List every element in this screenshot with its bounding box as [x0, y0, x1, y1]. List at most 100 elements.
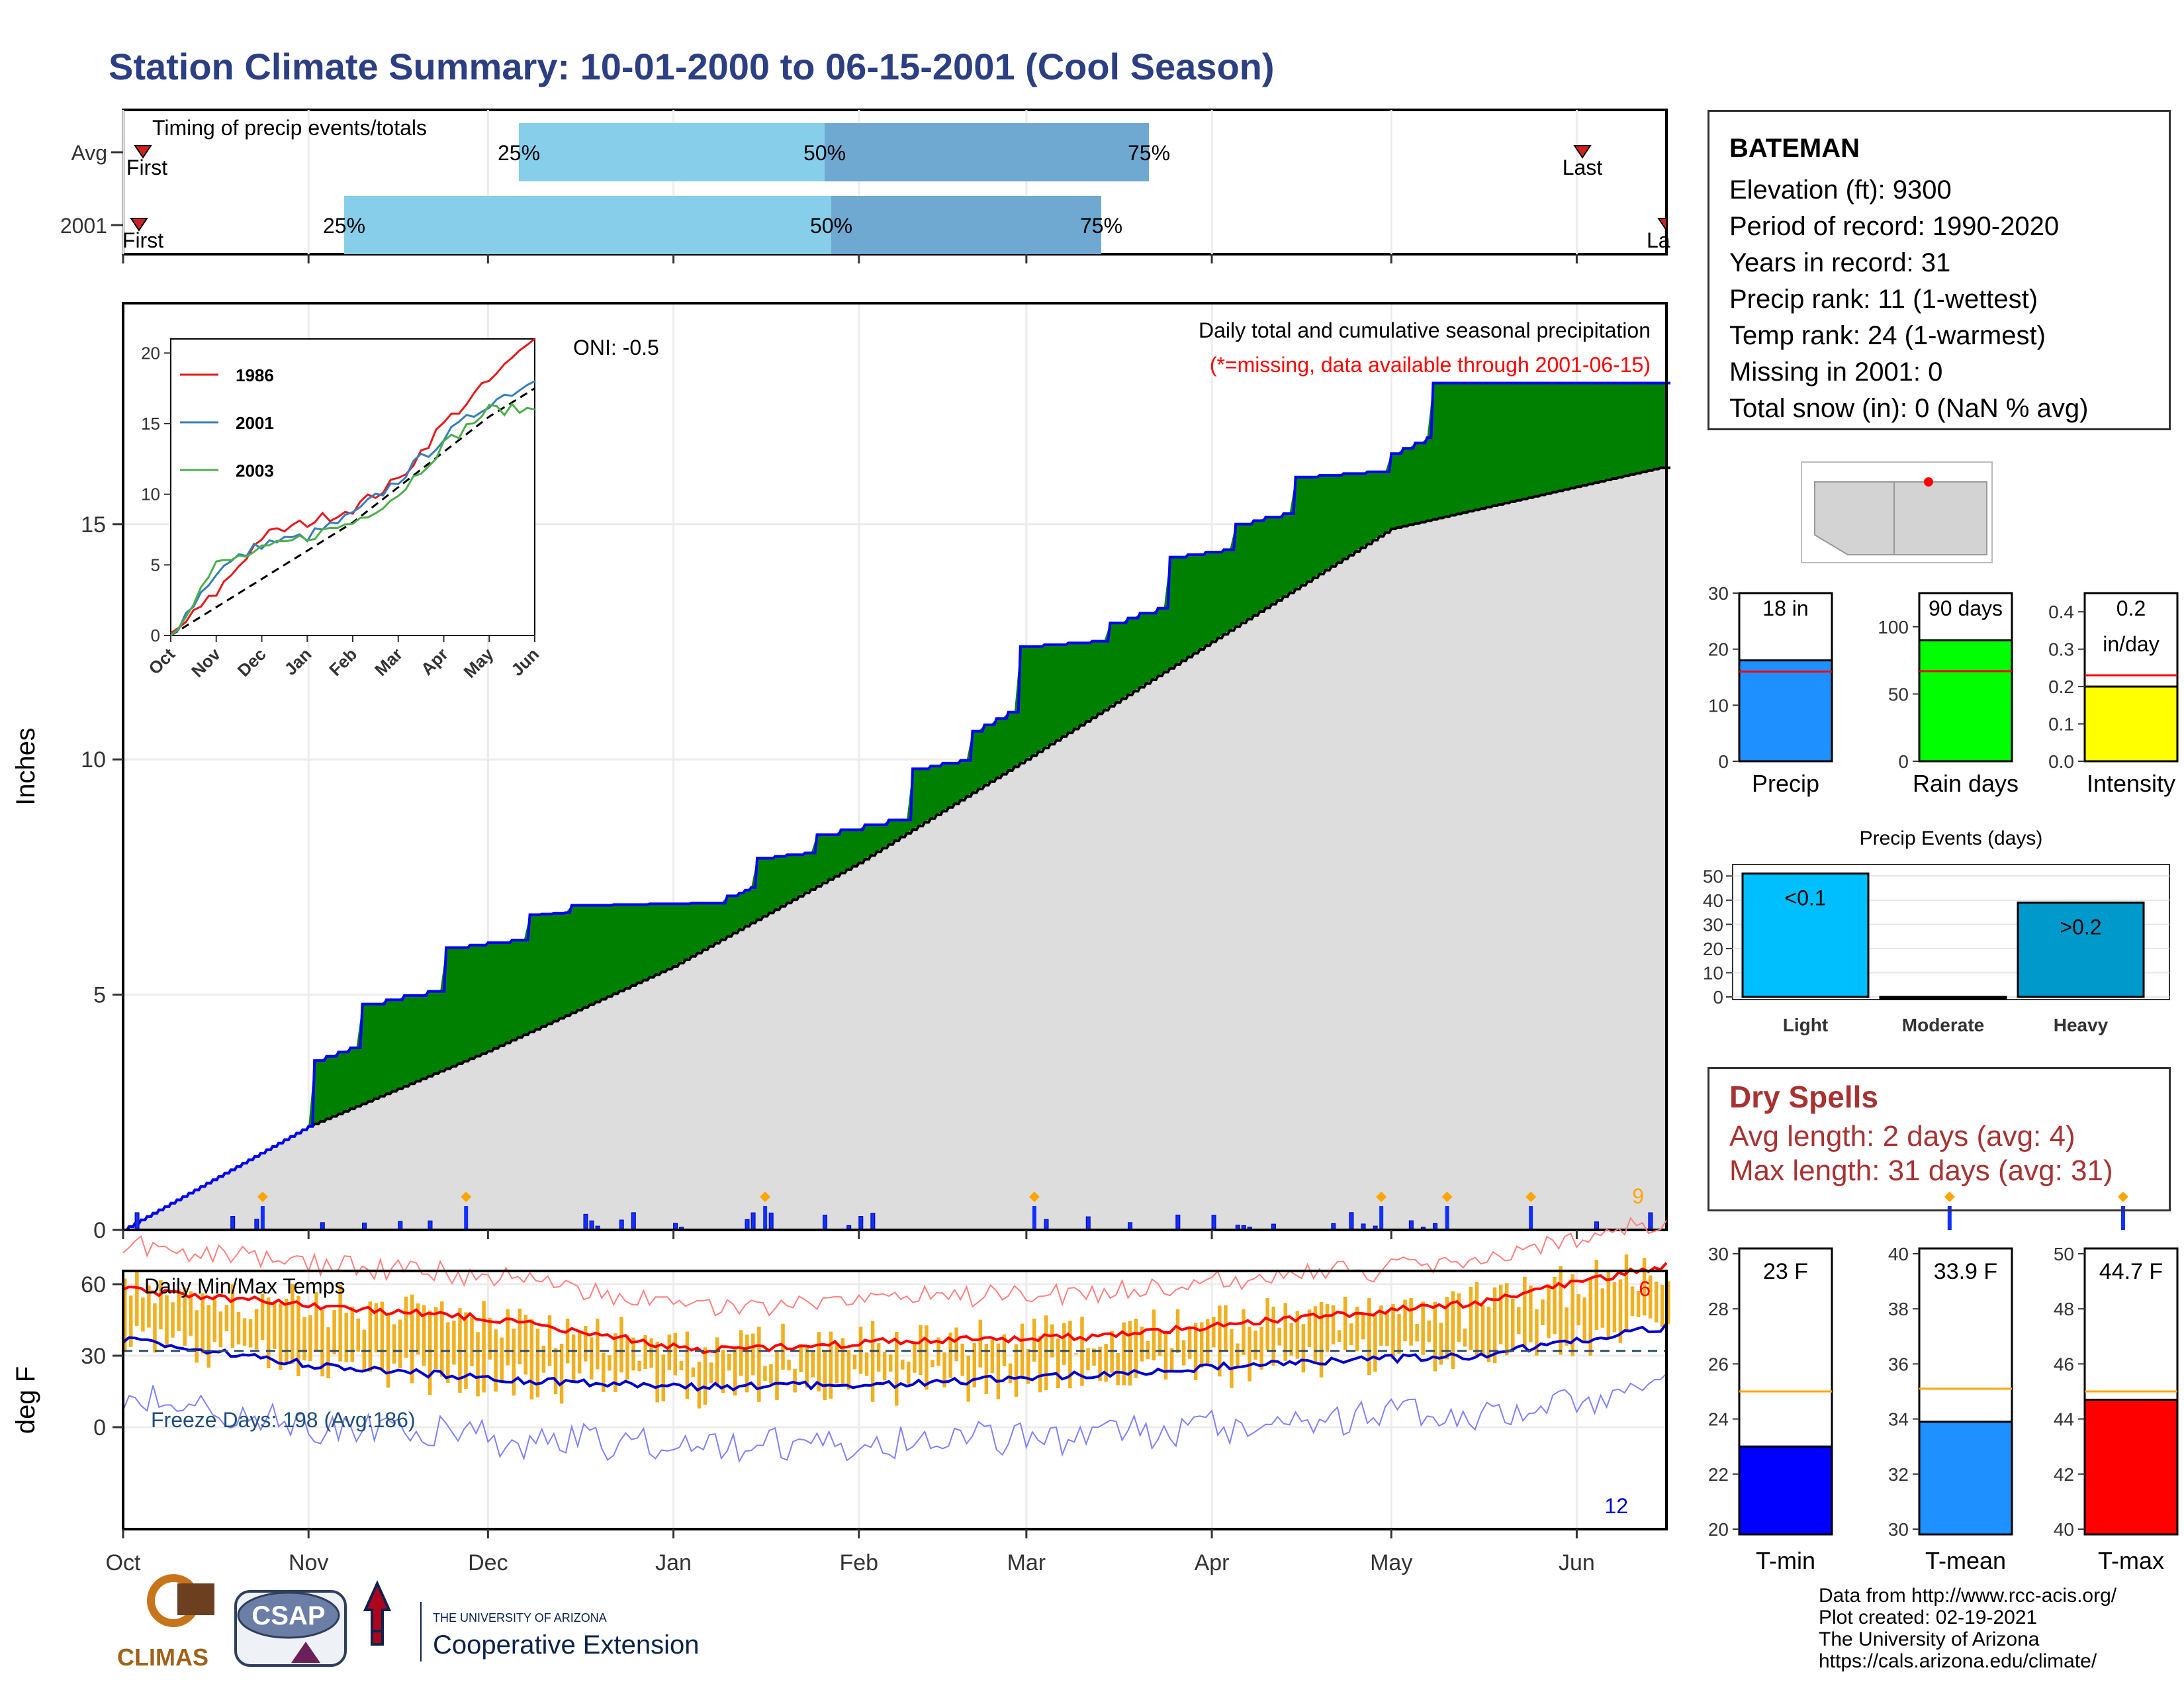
daily-temp-bar [1565, 1307, 1569, 1346]
daily-temp-bar [1648, 1275, 1653, 1319]
station-years: Years in record: 31 [1729, 248, 1951, 277]
daily-temp-bar [1391, 1303, 1395, 1359]
temp-corner-top: 6 [1639, 1277, 1651, 1301]
temp-bar-tick-label: 34 [1888, 1409, 1909, 1430]
precip-y-tick-label: 10 [81, 747, 106, 773]
month-x-tick-label: Nov [289, 1550, 328, 1575]
daily-temp-bar [1169, 1348, 1174, 1372]
station-missing: Missing in 2001: 0 [1729, 357, 1943, 387]
daily-temp-bar [541, 1345, 546, 1373]
daily-precip-bar [2120, 1206, 2125, 1230]
daily-temp-bar [1654, 1282, 1659, 1323]
timing-row-label: 2001 [60, 214, 107, 238]
daily-temp-bar [1486, 1306, 1491, 1362]
daily-temp-bar [901, 1359, 905, 1370]
daily-temp-bar [1158, 1330, 1162, 1356]
daily-temp-bar [1600, 1288, 1605, 1328]
university-of-arizona-a-icon [363, 1580, 392, 1646]
timing-bar-q50-q75 [825, 123, 1149, 181]
daily-temp-bar [183, 1288, 187, 1346]
daily-temp-bar [703, 1347, 707, 1405]
summary-bar-tick-label: 20 [1708, 639, 1729, 660]
summary-bar-tick-label: 0 [1718, 751, 1729, 772]
summary-bar-tick-label: 100 [1878, 617, 1909, 637]
daily-temp-bar [344, 1313, 348, 1362]
daily-temp-bar [1517, 1307, 1521, 1335]
summary-bar-tick-label: 0.1 [2048, 714, 2074, 735]
record-max-line [122, 1217, 1667, 1317]
daily-temp-bar [446, 1322, 450, 1383]
inset-y-tick-label: 10 [141, 485, 160, 504]
daily-temp-bar [476, 1332, 480, 1397]
daily-temp-bar [972, 1343, 977, 1387]
inset-average-line [170, 387, 535, 637]
daily-temp-bar [954, 1327, 958, 1362]
daily-temp-bar [165, 1295, 169, 1346]
temp-y-axis-label: deg F [11, 1366, 40, 1434]
daily-temp-bar [1523, 1276, 1527, 1348]
daily-temp-bar [1498, 1284, 1503, 1344]
station-name: BATEMAN [1729, 134, 1860, 163]
daily-temp-bar [529, 1319, 534, 1400]
inset-series-line [170, 380, 535, 637]
daily-temp-bar [559, 1344, 564, 1404]
precip-events-tick-label: 40 [1703, 890, 1723, 911]
daily-temp-bar [285, 1298, 289, 1364]
month-x-tick-label: May [1370, 1550, 1412, 1575]
summary-bar-tick-label: 0.0 [2048, 751, 2074, 772]
dry-spells-max: Max length: 31 days (avg: 31) [1729, 1154, 2113, 1187]
inset-y-tick-label: 15 [141, 414, 160, 434]
timing-bar-q50-q75 [831, 196, 1101, 254]
timing-q50-label: 50% [803, 141, 846, 165]
timing-last-label: Last [1563, 156, 1603, 179]
daily-temp-bar [661, 1354, 665, 1402]
temp-bar-tick-label: 38 [1888, 1299, 1909, 1319]
daily-temp-bar [1666, 1281, 1670, 1325]
precip-event-marker [1944, 1192, 1955, 1202]
daily-temp-bar [614, 1333, 617, 1392]
daily-temp-bar [619, 1317, 623, 1373]
daily-temp-bar [823, 1352, 827, 1401]
daily-temp-bar [888, 1354, 893, 1372]
precip-events-bar-label: >0.2 [2060, 915, 2101, 939]
daily-temp-bar [602, 1352, 606, 1392]
credit-line: https://cals.arizona.edu/climate/ [1819, 1650, 2097, 1672]
summary-bar-value-label: 90 days [1929, 596, 2003, 620]
temp-bar-value-label: 23 F [1763, 1259, 1808, 1284]
daily-temp-bar [308, 1315, 312, 1362]
daily-precip-bar [870, 1213, 876, 1231]
timing-q50-label: 50% [810, 214, 852, 238]
station-precip-rank: Precip rank: 11 (1-wettest) [1729, 285, 2038, 314]
daily-temp-bar [685, 1331, 690, 1399]
daily-temp-bar [266, 1297, 271, 1369]
daily-temp-bar [1181, 1340, 1186, 1366]
daily-temp-bar [960, 1343, 964, 1376]
daily-temp-bar [709, 1362, 713, 1383]
daily-temp-bar [799, 1344, 803, 1372]
daily-temp-bar [1492, 1287, 1497, 1364]
daily-temp-bar [1343, 1296, 1347, 1350]
daily-temp-bar [153, 1303, 157, 1353]
daily-temp-bar [1541, 1299, 1545, 1325]
daily-temp-bar [242, 1318, 247, 1346]
daily-temp-bar [1415, 1324, 1419, 1342]
summary-bar-value [1918, 639, 2013, 763]
daily-temp-bar [625, 1335, 629, 1380]
temp-bar-tick-label: 26 [1708, 1354, 1729, 1374]
daily-temp-bar [398, 1319, 402, 1368]
summary-bar-label: Intensity [2087, 770, 2175, 797]
daily-temp-bar [224, 1305, 229, 1331]
temp-corner-bottom: 12 [1604, 1494, 1628, 1518]
month-x-tick-label: Oct [106, 1550, 141, 1575]
daily-temp-bar [1559, 1266, 1563, 1355]
daily-temp-bar [1427, 1320, 1431, 1342]
daily-precip-bar [254, 1219, 259, 1231]
daily-temp-bar [583, 1325, 588, 1362]
daily-temp-bar [302, 1317, 306, 1361]
daily-temp-bar [882, 1351, 887, 1381]
daily-precip-bar [1379, 1206, 1384, 1230]
daily-temp-bar [1236, 1343, 1240, 1367]
month-x-tick-label: Jan [655, 1550, 692, 1575]
daily-temp-bar [1612, 1282, 1617, 1333]
precip-event-marker [2117, 1192, 2128, 1202]
